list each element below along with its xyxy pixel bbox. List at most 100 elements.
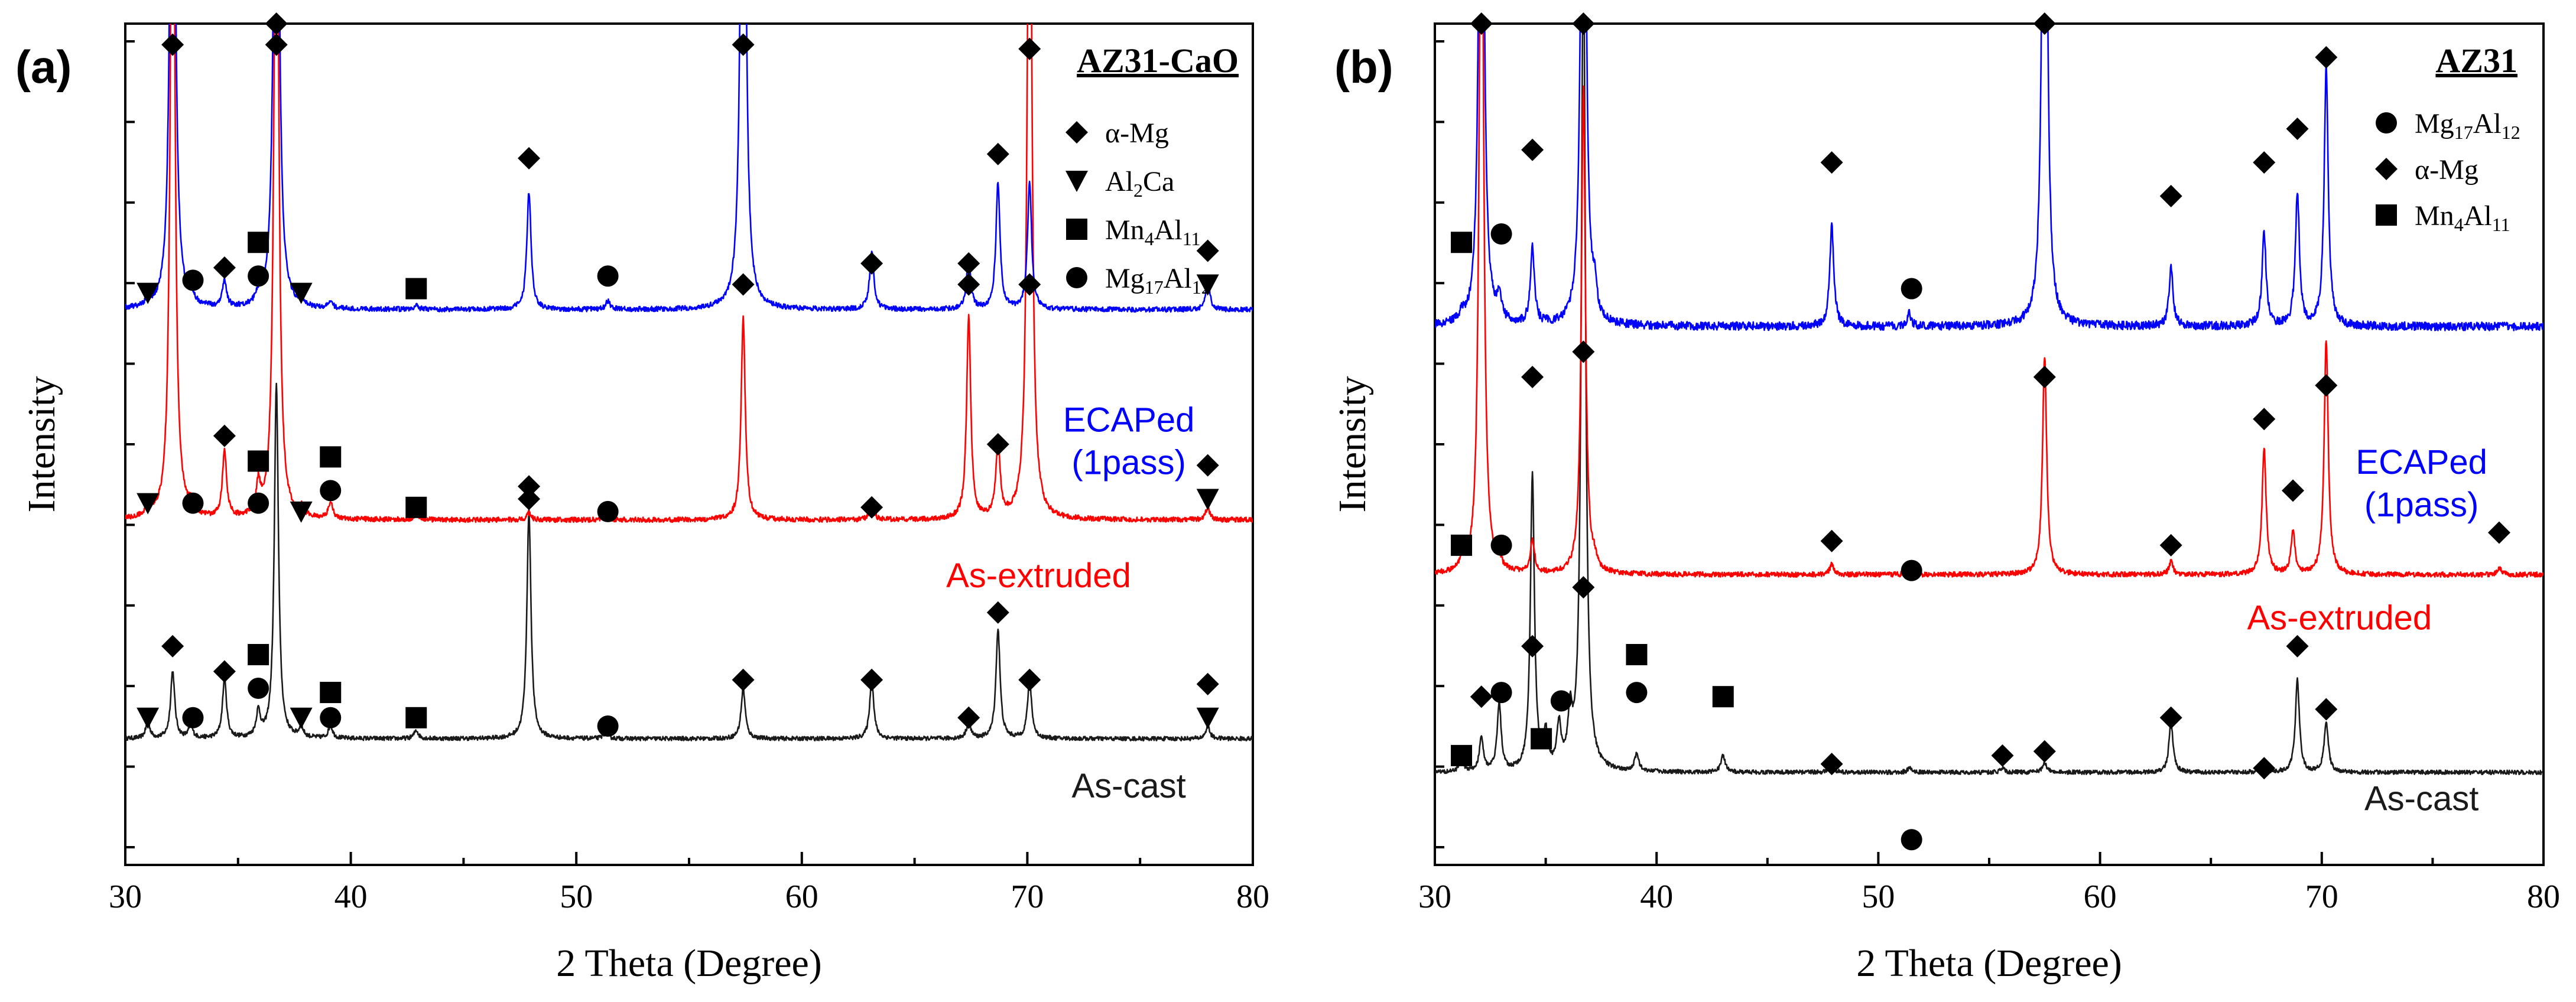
- legend-marker-diamond: [1066, 121, 1088, 144]
- chart-title: AZ31: [2435, 41, 2517, 80]
- legend-marker-square: [2376, 204, 2397, 226]
- peak-marker-diamond: [986, 601, 1009, 624]
- legend-entry-label: Mg17Al12: [2415, 108, 2520, 143]
- peak-marker-square: [405, 278, 427, 300]
- peak-marker-diamond: [1820, 151, 1843, 174]
- peak-marker-diamond: [161, 635, 184, 658]
- peak-marker-diamond: [2286, 635, 2309, 658]
- peak-marker-square: [1712, 686, 1734, 708]
- series-line: [125, 382, 1253, 741]
- peak-marker-diamond: [1470, 12, 1493, 35]
- peak-marker-diamond: [1018, 668, 1041, 691]
- peak-marker-triangle-down: [290, 707, 313, 729]
- peak-marker-triangle-down: [1196, 707, 1219, 729]
- peak-marker-diamond: [213, 424, 236, 447]
- peak-marker-diamond: [2487, 521, 2510, 544]
- peak-marker-diamond: [213, 660, 236, 683]
- peak-marker-square: [320, 682, 342, 704]
- peak-marker-diamond: [265, 33, 288, 56]
- peak-marker-triangle-down: [137, 282, 160, 304]
- peak-marker-triangle-down: [290, 501, 313, 523]
- peak-marker-diamond: [265, 12, 288, 35]
- peak-marker-diamond: [860, 668, 883, 691]
- peak-marker-diamond: [860, 252, 883, 275]
- series-label: ECAPed (1pass): [1063, 401, 1194, 482]
- legend-marker-circle: [2376, 112, 2397, 134]
- peak-marker-diamond: [1196, 672, 1219, 695]
- peak-marker-diamond: [518, 487, 541, 510]
- peak-marker-circle: [597, 500, 619, 522]
- peak-marker-circle: [597, 715, 619, 737]
- peak-marker-circle: [1901, 559, 1922, 581]
- peak-marker-circle: [1901, 278, 1922, 300]
- peak-marker-diamond: [986, 433, 1009, 456]
- peak-marker-diamond: [2253, 757, 2276, 780]
- x-tick-label: 80: [2527, 879, 2560, 915]
- peak-marker-square: [405, 707, 427, 728]
- peak-marker-diamond: [161, 33, 184, 56]
- y-axis-label: Intensity: [1331, 376, 1374, 513]
- peak-marker-diamond: [1196, 239, 1219, 262]
- peak-marker-triangle-down: [1196, 489, 1219, 510]
- peak-marker-diamond: [2159, 184, 2182, 207]
- series-line: [125, 24, 1253, 523]
- legend-entry-label: Mg17Al12: [1105, 263, 1211, 298]
- legend-marker-square: [1066, 219, 1087, 240]
- peak-marker-square: [248, 450, 269, 472]
- legend-entry-label: α-Mg: [1105, 118, 1169, 149]
- series-layer: [125, 24, 1253, 741]
- legend: Mg17Al12 α-Mg Mn4Al11: [2375, 108, 2520, 235]
- x-tick-label: 60: [2084, 879, 2117, 915]
- x-tick-label: 30: [1418, 879, 1451, 915]
- peak-marker-diamond: [2315, 45, 2338, 69]
- peak-marker-square: [405, 496, 427, 518]
- peak-marker-diamond: [2282, 479, 2305, 502]
- peak-marker-triangle-down: [1196, 274, 1219, 296]
- series-label: As-extruded: [946, 557, 1131, 595]
- peak-marker-diamond: [1572, 340, 1595, 363]
- peak-marker-diamond: [518, 475, 541, 498]
- peak-marker-diamond: [2159, 706, 2182, 729]
- peak-marker-diamond: [2286, 118, 2309, 140]
- peak-marker-square: [1451, 744, 1473, 766]
- peak-marker-triangle-down: [137, 493, 160, 515]
- peak-marker-diamond: [1196, 454, 1219, 477]
- peak-marker-diamond: [1572, 12, 1595, 35]
- peak-marker-diamond: [1521, 366, 1544, 389]
- peak-marker-diamond: [986, 142, 1009, 165]
- peak-marker-diamond: [732, 33, 755, 56]
- peak-marker-diamond: [1572, 576, 1595, 599]
- peak-marker-diamond: [1470, 685, 1493, 708]
- x-tick-label: 40: [1640, 879, 1673, 915]
- axis-layer: 30 40 50 60 70 80: [1418, 40, 2560, 915]
- peak-marker-circle: [1626, 682, 1648, 704]
- peak-marker-diamond: [2033, 12, 2056, 35]
- peak-marker-diamond: [2315, 698, 2338, 721]
- legend-entry-label: Al2Ca: [1105, 166, 1174, 201]
- peak-marker-diamond: [1018, 37, 1041, 60]
- peak-marker-circle: [182, 707, 204, 728]
- peak-marker-circle: [1550, 690, 1572, 712]
- peak-marker-circle: [182, 269, 204, 291]
- peak-marker-square: [1451, 232, 1473, 253]
- series-label: As-cast: [1071, 767, 1185, 805]
- peak-marker-diamond: [2033, 740, 2056, 763]
- peak-marker-circle: [248, 265, 269, 287]
- series-layer: [1435, 24, 2543, 776]
- peak-marker-square: [1626, 644, 1648, 665]
- series-line: [1435, 24, 2543, 331]
- peak-marker-diamond: [1820, 753, 1843, 776]
- peak-marker-diamond: [957, 252, 980, 275]
- peak-marker-triangle-down: [290, 282, 313, 304]
- peak-marker-square: [248, 644, 269, 665]
- x-tick-label: 30: [109, 879, 142, 915]
- peak-marker-diamond: [957, 706, 980, 729]
- peak-marker-circle: [320, 707, 342, 728]
- peak-marker-circle: [1490, 682, 1512, 704]
- peak-marker-circle: [1490, 534, 1512, 556]
- peak-marker-square: [320, 446, 342, 468]
- series-line: [1435, 24, 2543, 776]
- peak-marker-diamond: [1521, 138, 1544, 161]
- series-line: [125, 24, 1253, 313]
